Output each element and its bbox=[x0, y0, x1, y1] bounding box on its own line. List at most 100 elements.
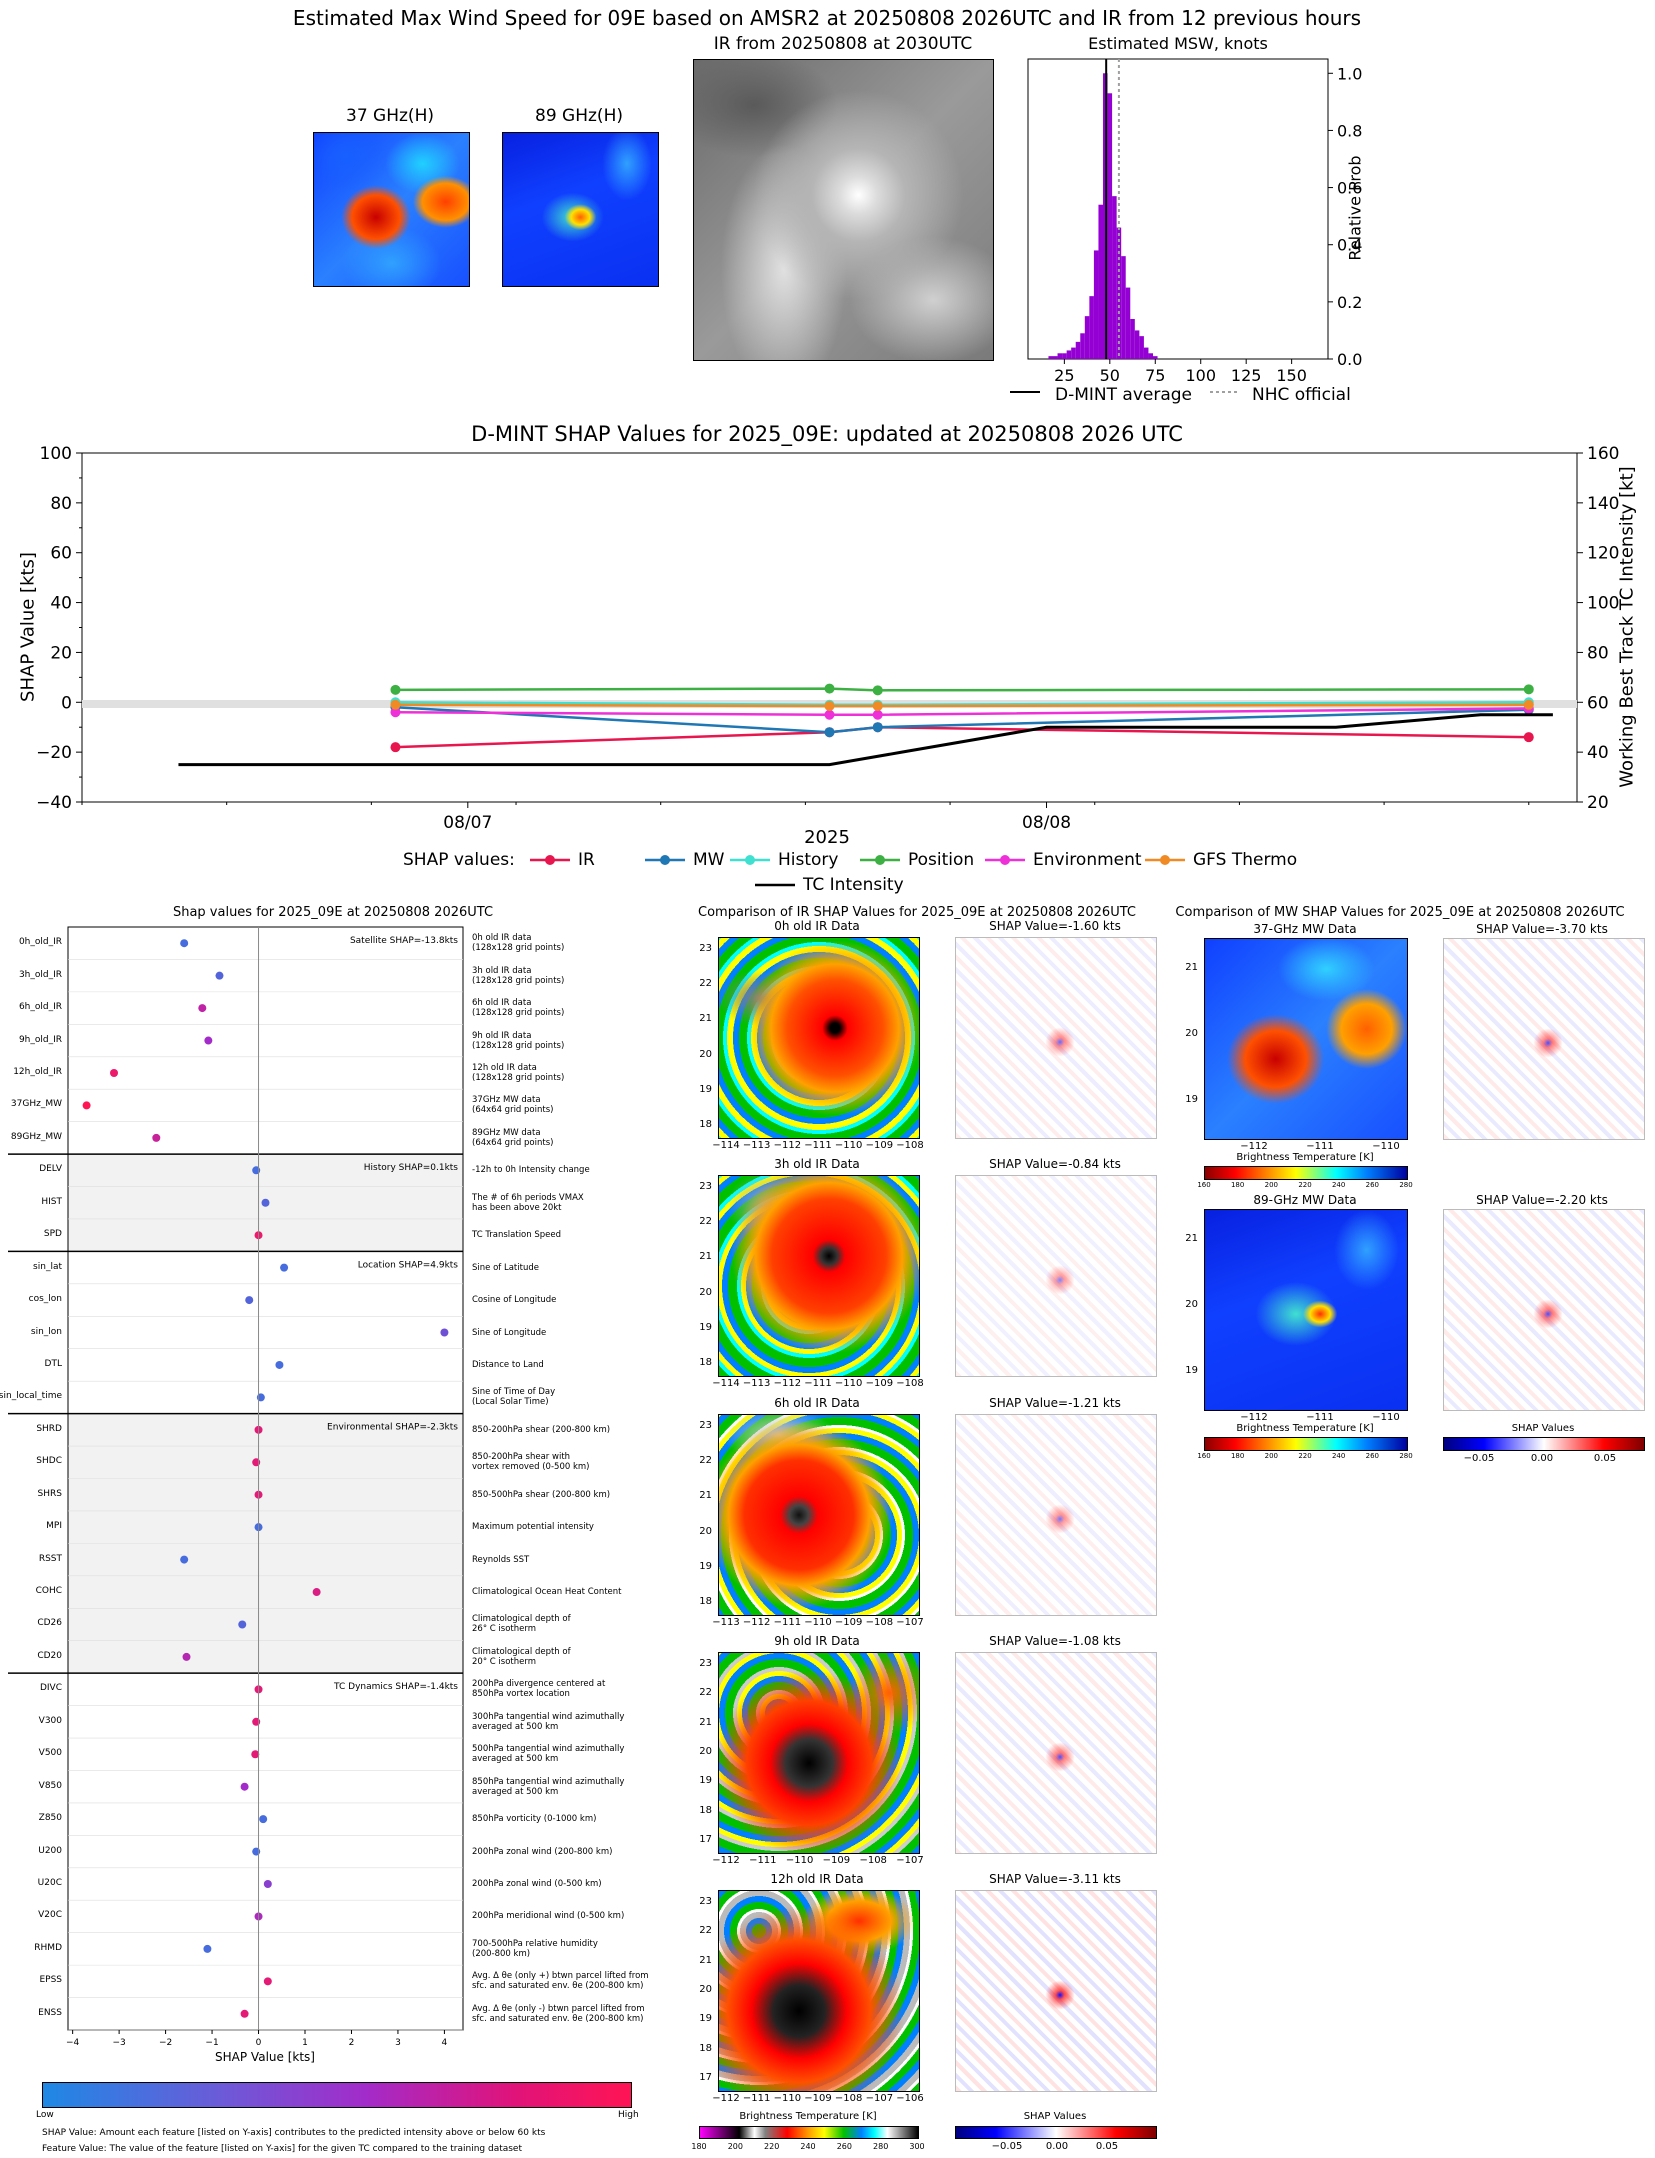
feature-desc: (128x128 grid points) bbox=[472, 1072, 565, 1083]
feature-desc: 200hPa divergence centered at bbox=[472, 1679, 606, 1690]
ir-ytick-label: 21 bbox=[699, 1954, 712, 1966]
mw-cbar-tick: 220 bbox=[1298, 1452, 1312, 1460]
hist-bar bbox=[1134, 330, 1140, 359]
hist-bar bbox=[1153, 356, 1158, 359]
ir-xtick-label: −113 bbox=[712, 1617, 740, 1628]
feature-name: V20C bbox=[38, 1910, 62, 1921]
series-point bbox=[872, 722, 883, 733]
feature-panel-title: Shap values for 2025_09E at 20250808 202… bbox=[172, 905, 494, 920]
feature-desc: Climatological Ocean Heat Content bbox=[472, 1587, 622, 1598]
series-point bbox=[1523, 699, 1534, 710]
feature-desc: Sine of Longitude bbox=[472, 1327, 547, 1338]
mw-cbar-tick: 240 bbox=[1331, 1452, 1346, 1460]
hist-bar bbox=[1062, 353, 1067, 359]
ytick-right-label: 160 bbox=[1587, 444, 1619, 464]
ir-xtick-label: −106 bbox=[896, 2093, 924, 2104]
series-point bbox=[390, 699, 401, 710]
feature-desc: Sine of Latitude bbox=[472, 1262, 539, 1273]
hist-title: Estimated MSW, knots bbox=[1088, 34, 1268, 53]
ir-row-image bbox=[718, 1414, 920, 1616]
feature-name: RSST bbox=[38, 1553, 62, 1564]
ir-xtick-label: −112 bbox=[742, 1617, 771, 1628]
hist-bar bbox=[1143, 347, 1149, 359]
mw89-title: 89 GHz(H) bbox=[535, 106, 623, 126]
series-line-tc-intensity bbox=[178, 713, 1553, 767]
ir-ytick-label: 22 bbox=[699, 978, 712, 990]
group-label: TC Dynamics SHAP=-1.4kts bbox=[333, 1682, 458, 1692]
ir-ytick-label: 19 bbox=[699, 1321, 712, 1333]
feature-name: 6h_old_IR bbox=[18, 1002, 62, 1013]
ir-ytick-label: 20 bbox=[699, 1286, 712, 1298]
ir-xtick-label: −110 bbox=[773, 2093, 802, 2104]
ir-shap-label: SHAP Value=-1.60 kts bbox=[989, 919, 1121, 933]
series-point bbox=[1523, 732, 1534, 743]
mw-cbar-tick: 180 bbox=[1230, 1181, 1245, 1189]
ir-xtick-label: −110 bbox=[804, 1617, 832, 1628]
ir-xtick-label: −108 bbox=[859, 1855, 887, 1866]
legend-label: History bbox=[778, 850, 839, 870]
mw-shap-cbar-tick: −0.05 bbox=[1463, 1453, 1495, 1464]
feature-desc: 20° C isotherm bbox=[472, 1656, 536, 1667]
mw-ytick-label: 19 bbox=[1185, 1094, 1198, 1105]
mw-ytick-label: 20 bbox=[1185, 1028, 1198, 1039]
ir-shap-cbar-tick: 0.05 bbox=[1095, 2141, 1119, 2152]
ir-shap-cbar-label: SHAP Values bbox=[1023, 2111, 1087, 2122]
ir-row-label: 3h old IR Data bbox=[774, 1157, 860, 1171]
group-label: Satellite SHAP=-13.8kts bbox=[350, 936, 458, 946]
ir-shap-image bbox=[955, 1652, 1157, 1854]
feature-name: RHMD bbox=[34, 1942, 62, 1953]
ir-xtick-label: −108 bbox=[865, 1617, 894, 1628]
feature-point bbox=[215, 971, 224, 980]
legend-label: Position bbox=[908, 850, 975, 870]
hist-bar bbox=[1098, 204, 1103, 359]
ir-ytick-label: 19 bbox=[699, 1083, 712, 1095]
feature-name: HIST bbox=[41, 1196, 62, 1207]
histogram-chart: 25 50 75 100 125 150 0.0 0.2 0.4 0.6 0.8 1.0 bbox=[1027, 58, 1362, 385]
legend-swatch bbox=[730, 855, 770, 865]
ir-temp-colorbar bbox=[699, 2126, 919, 2139]
hist-bar bbox=[1121, 256, 1126, 359]
legend-label: IR bbox=[578, 850, 595, 870]
feature-point bbox=[275, 1360, 284, 1369]
hist-xtick-label: 25 bbox=[1054, 366, 1074, 385]
feature-name: 89GHz_MW bbox=[10, 1131, 62, 1142]
ir-row-image bbox=[718, 1890, 920, 2092]
ir-cbar-tick: 300 bbox=[909, 2142, 925, 2151]
ir-cbar-tick: 180 bbox=[691, 2142, 707, 2151]
feature-desc: vortex removed (0-500 km) bbox=[472, 1462, 590, 1473]
ytick-right-label: 40 bbox=[1587, 743, 1609, 763]
feature-xtick-label: 4 bbox=[442, 2038, 448, 2048]
feature-shap-chart: Satellite SHAP=-13.8kts History SHAP=0.1k… bbox=[8, 926, 464, 2048]
ytick-left-label: 60 bbox=[50, 544, 72, 564]
feature-desc: 37GHz MW data bbox=[472, 1095, 541, 1106]
ir-xtick-label: −113 bbox=[742, 1140, 771, 1151]
mw-ytick-label: 21 bbox=[1185, 1233, 1198, 1244]
feature-desc: TC Translation Speed bbox=[472, 1230, 561, 1241]
feature-name: 3h_old_IR bbox=[18, 969, 62, 980]
feature-name: sin_local_time bbox=[0, 1391, 62, 1402]
feature-name: DTL bbox=[44, 1358, 62, 1369]
ir-xtick-label: −113 bbox=[742, 1378, 771, 1389]
ir-xtick-label: −111 bbox=[804, 1378, 832, 1389]
feature-point bbox=[259, 1815, 268, 1824]
mw-shap-colorbar bbox=[1443, 1437, 1645, 1451]
ytick-right-label: 20 bbox=[1587, 793, 1609, 813]
ir-cbar-tick: 260 bbox=[836, 2142, 852, 2151]
ir-row-label: 6h old IR Data bbox=[774, 1396, 860, 1410]
feature-desc: (128x128 grid points) bbox=[472, 943, 565, 954]
hist-xtick-label: 125 bbox=[1231, 366, 1262, 385]
series-point bbox=[1523, 684, 1534, 695]
feature-name: SPD bbox=[43, 1229, 62, 1240]
mw-xtick-label: −111 bbox=[1306, 1141, 1334, 1152]
feature-name: U200 bbox=[38, 1845, 62, 1856]
ir-xtick-label: −107 bbox=[896, 1617, 924, 1628]
feature-xtick-label: 1 bbox=[302, 2038, 308, 2048]
feature-desc: Cosine of Longitude bbox=[472, 1295, 557, 1306]
ir-shap-image bbox=[955, 1414, 1157, 1616]
ir-cbar-tick: 240 bbox=[800, 2142, 816, 2151]
mw-cbar-tick: 160 bbox=[1197, 1452, 1211, 1460]
ir-xtick-label: −108 bbox=[834, 2093, 863, 2104]
mw-panel-title: Comparison of MW SHAP Values for 2025_09… bbox=[1175, 905, 1625, 920]
mw-temp-colorbar bbox=[1204, 1166, 1408, 1180]
feature-desc: 300hPa tangential wind azimuthally bbox=[472, 1711, 625, 1722]
